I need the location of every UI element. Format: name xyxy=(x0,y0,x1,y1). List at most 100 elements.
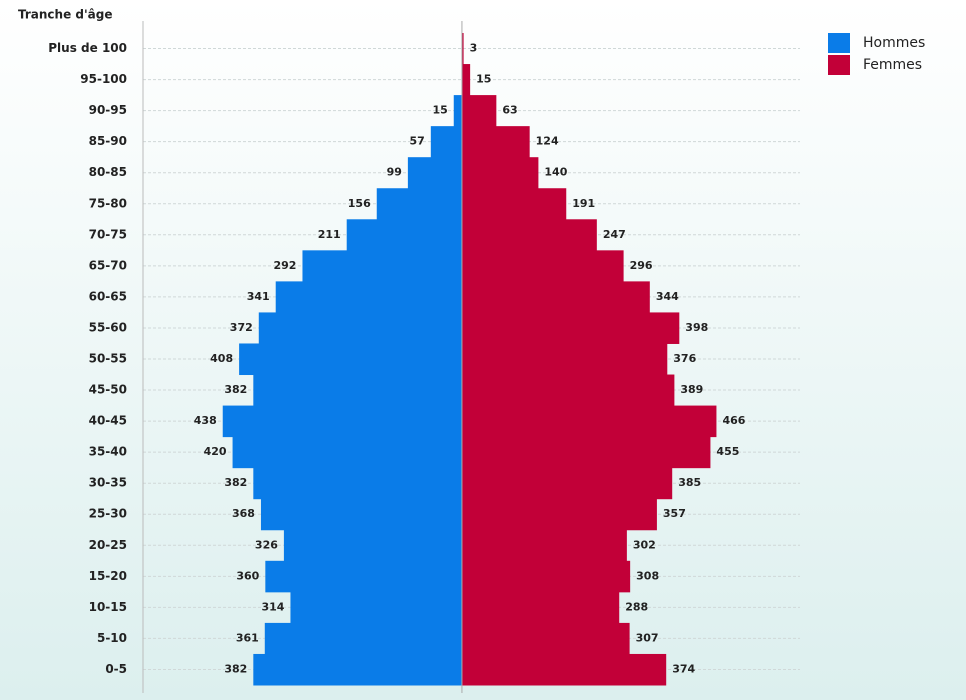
bar xyxy=(302,250,462,282)
y-tick-label: 40-45 xyxy=(89,414,127,428)
y-tick-label: Plus de 100 xyxy=(48,41,127,55)
data-label: 344 xyxy=(656,290,679,303)
data-label: 326 xyxy=(255,538,278,551)
y-tick-label: 65-70 xyxy=(89,258,127,272)
data-label: 314 xyxy=(261,600,284,613)
bar xyxy=(461,188,567,220)
bar xyxy=(290,591,462,624)
data-label: 420 xyxy=(204,445,227,458)
bar xyxy=(461,467,673,500)
data-label: 341 xyxy=(247,290,270,303)
bar xyxy=(461,219,597,251)
data-label: 455 xyxy=(716,445,739,458)
y-axis-title: Tranche d'âge xyxy=(18,8,113,22)
bar xyxy=(222,405,462,438)
bar xyxy=(430,126,462,158)
data-label: 247 xyxy=(603,228,626,241)
y-tick-label: 45-50 xyxy=(89,383,127,397)
data-label: 466 xyxy=(722,414,745,427)
y-tick-label: 50-55 xyxy=(89,352,127,366)
bar xyxy=(264,622,462,655)
data-label: 302 xyxy=(633,538,656,551)
data-label: 63 xyxy=(502,104,517,117)
data-label: 140 xyxy=(544,166,567,179)
data-label: 15 xyxy=(432,104,447,117)
bar xyxy=(376,188,462,220)
y-tick-label: 80-85 xyxy=(89,165,127,179)
bar xyxy=(461,281,650,313)
legend-label: Femmes xyxy=(863,57,922,73)
legend-label: Hommes xyxy=(863,35,925,51)
y-tick-label: 70-75 xyxy=(89,227,127,241)
y-tick-label: 15-20 xyxy=(89,569,127,583)
data-label: 382 xyxy=(224,476,247,489)
data-label: 374 xyxy=(672,662,695,675)
y-tick-label: 30-35 xyxy=(89,476,127,490)
bar xyxy=(461,436,711,469)
data-label: 389 xyxy=(680,383,703,396)
data-label: 191 xyxy=(572,197,595,210)
data-label: 382 xyxy=(224,662,247,675)
bar xyxy=(461,157,539,189)
data-label: 376 xyxy=(673,352,696,365)
y-tick-label: 75-80 xyxy=(89,196,127,210)
y-tick-label: 35-40 xyxy=(89,445,127,459)
data-label: 372 xyxy=(230,321,253,334)
bar xyxy=(461,622,630,655)
bar xyxy=(407,157,462,189)
y-tick-label: 85-90 xyxy=(89,134,127,148)
bar xyxy=(260,498,462,531)
bar xyxy=(461,250,624,282)
bar xyxy=(461,374,675,407)
data-label: 368 xyxy=(232,507,255,520)
bar xyxy=(232,436,462,469)
bar xyxy=(258,312,462,344)
y-tick-label: 20-25 xyxy=(89,538,127,552)
data-label: 288 xyxy=(625,600,648,613)
y-tick-label: 0-5 xyxy=(105,662,127,676)
legend-swatch xyxy=(828,55,850,75)
legend-swatch xyxy=(828,33,850,53)
data-label: 99 xyxy=(387,166,402,179)
y-tick-label: 60-65 xyxy=(89,289,127,303)
data-label: 360 xyxy=(236,569,259,582)
bar xyxy=(275,281,462,313)
bar xyxy=(283,529,462,562)
bar xyxy=(461,560,631,593)
bar xyxy=(461,498,657,531)
data-label: 292 xyxy=(274,259,297,272)
data-label: 408 xyxy=(210,352,233,365)
bar xyxy=(239,343,462,376)
y-tick-label: 55-60 xyxy=(89,320,127,334)
bar xyxy=(461,405,717,438)
bar xyxy=(253,467,462,500)
data-label: 308 xyxy=(636,569,659,582)
y-tick-label: 5-10 xyxy=(97,631,127,645)
bar xyxy=(461,653,667,686)
data-label: 398 xyxy=(685,321,708,334)
bar xyxy=(461,343,668,376)
bar xyxy=(253,653,462,686)
y-tick-label: 95-100 xyxy=(80,72,127,86)
data-label: 156 xyxy=(348,197,371,210)
bar xyxy=(461,591,620,624)
y-tick-label: 90-95 xyxy=(89,103,127,117)
data-label: 382 xyxy=(224,383,247,396)
y-tick-label: 10-15 xyxy=(89,600,127,614)
bar xyxy=(461,529,627,562)
data-label: 296 xyxy=(630,259,653,272)
data-label: 361 xyxy=(236,631,259,644)
y-tick-label: 25-30 xyxy=(89,507,127,521)
data-label: 124 xyxy=(536,135,559,148)
data-label: 307 xyxy=(636,631,659,644)
data-label: 211 xyxy=(318,228,341,241)
data-label: 57 xyxy=(410,135,425,148)
bar xyxy=(461,64,471,96)
data-label: 357 xyxy=(663,507,686,520)
bar xyxy=(461,312,680,344)
data-label: 3 xyxy=(470,42,478,55)
data-label: 438 xyxy=(194,414,217,427)
bar xyxy=(346,219,462,251)
